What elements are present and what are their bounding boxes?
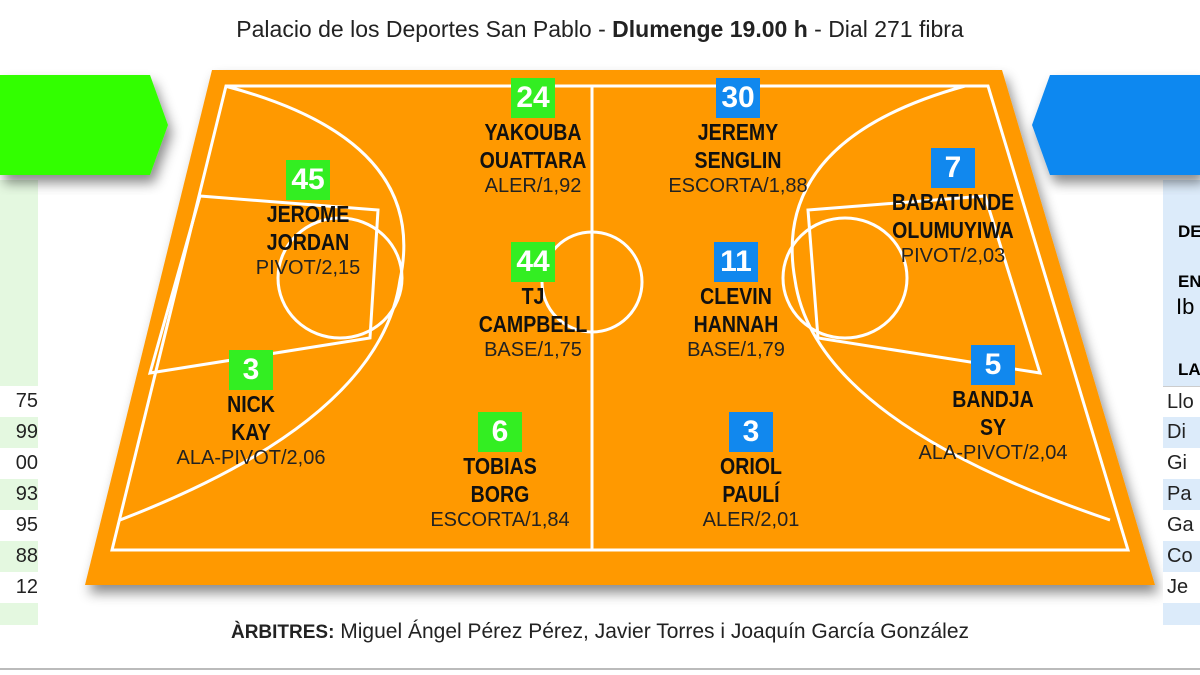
home-roster-row: 88 — [0, 541, 38, 572]
away-player: 3 ORIOL PAULÍ ALER/2,01 — [641, 412, 861, 532]
jersey-number: 3 — [729, 412, 773, 452]
home-player: 3 NICK KAY ALA-PIVOT/2,06 — [141, 350, 361, 470]
jersey-number: 3 — [229, 350, 273, 390]
away-roster-row: Di — [1163, 417, 1200, 448]
away-player: 7 BABATUNDE OLUMUYIWA PIVOT/2,03 — [843, 148, 1063, 268]
jersey-number: 11 — [714, 242, 758, 282]
home-banner — [0, 75, 168, 175]
player-position: BASE/1,75 — [484, 339, 582, 361]
home-player: 44 TJ CAMPBELL BASE/1,75 — [423, 242, 643, 362]
player-name: KAY — [231, 419, 271, 445]
home-roster-row: 75 — [0, 386, 38, 417]
jersey-number: 30 — [716, 78, 760, 118]
player-name: PAULÍ — [722, 481, 780, 507]
player-name: JEROME — [266, 201, 350, 227]
away-coach: Ib — [1176, 294, 1195, 319]
player-name: JEREMY — [697, 119, 779, 145]
away-roster-row: Je — [1163, 572, 1200, 603]
player-name: ORIOL — [720, 453, 782, 479]
away-label-de: DE — [1178, 222, 1200, 241]
referees: ÀRBITRES: Miguel Ángel Pérez Pérez, Javi… — [0, 620, 1200, 644]
player-name: BANDJA — [952, 386, 1034, 412]
player-name: OLUMUYIWA — [892, 217, 1014, 243]
player-name: YAKOUBA — [484, 119, 582, 145]
player-name: CAMPBELL — [478, 311, 588, 337]
away-player: 11 CLEVIN HANNAH BASE/1,79 — [626, 242, 846, 362]
player-position: ALA-PIVOT/2,06 — [176, 447, 326, 469]
jersey-number: 5 — [971, 345, 1015, 385]
player-name: TJ — [521, 283, 545, 309]
player-name: SY — [979, 414, 1007, 440]
divider — [0, 668, 1200, 670]
player-name: NICK — [227, 391, 275, 417]
match-time: Dlumenge 19.00 h — [612, 16, 808, 42]
away-roster-row: Ga — [1163, 510, 1200, 541]
referees-names: Miguel Ángel Pérez Pérez, Javier Torres … — [334, 620, 970, 643]
player-position: BASE/1,79 — [687, 339, 785, 361]
away-roster-row: Gi — [1163, 448, 1200, 479]
player-name: HANNAH — [693, 311, 779, 337]
away-player: 5 BANDJA SY ALA-PIVOT/2,04 — [883, 345, 1103, 465]
player-name: CLEVIN — [700, 283, 772, 309]
home-roster-row: 12 — [0, 572, 38, 603]
away-roster-row: Llo — [1163, 386, 1200, 417]
away-roster-row: Co — [1163, 541, 1200, 572]
player-position: ESCORTA/1,84 — [430, 509, 570, 531]
away-label-en: EN — [1178, 272, 1200, 291]
player-position: PIVOT/2,15 — [255, 257, 361, 279]
court-floor — [85, 70, 1155, 585]
jersey-number: 45 — [286, 160, 330, 200]
jersey-number: 24 — [511, 78, 555, 118]
player-name: SENGLIN — [694, 147, 782, 173]
player-position: ESCORTA/1,88 — [668, 175, 808, 197]
venue: Palacio de los Deportes San Pablo - — [236, 16, 613, 42]
away-roster-row: Pa — [1163, 479, 1200, 510]
jersey-number: 6 — [478, 412, 522, 452]
jersey-number: 7 — [931, 148, 975, 188]
player-position: ALER/1,92 — [484, 175, 582, 197]
home-roster-row: 93 — [0, 479, 38, 510]
player-name: JORDAN — [266, 229, 350, 255]
player-position: ALA-PIVOT/2,04 — [918, 442, 1068, 464]
referees-label: ÀRBITRES: — [230, 622, 335, 643]
away-label-la: LA — [1178, 360, 1200, 379]
away-player: 30 JEREMY SENGLIN ESCORTA/1,88 — [628, 78, 848, 198]
home-player: 24 YAKOUBA OUATTARA ALER/1,92 — [423, 78, 643, 198]
home-roster-row: 00 — [0, 448, 38, 479]
player-name: BORG — [470, 481, 530, 507]
home-roster-row: 95 — [0, 510, 38, 541]
player-position: ALER/2,01 — [702, 509, 800, 531]
home-player: 6 TOBIAS BORG ESCORTA/1,84 — [390, 412, 610, 532]
jersey-number: 44 — [511, 242, 555, 282]
player-name: BABATUNDE — [891, 189, 1015, 215]
tv-channel: - Dial 271 fibra — [807, 16, 964, 42]
player-position: PIVOT/2,03 — [900, 245, 1006, 267]
player-name: OUATTARA — [479, 147, 587, 173]
home-roster-row: 99 — [0, 417, 38, 448]
away-banner — [1032, 75, 1200, 175]
home-player: 45 JEROME JORDAN PIVOT/2,15 — [198, 160, 418, 280]
match-info: Palacio de los Deportes San Pablo - Dlum… — [0, 16, 1200, 43]
player-name: TOBIAS — [463, 453, 537, 479]
